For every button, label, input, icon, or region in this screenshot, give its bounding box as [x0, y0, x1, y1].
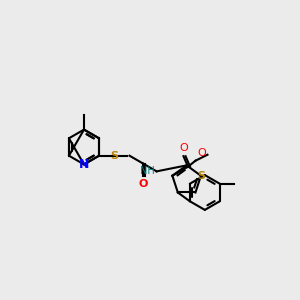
- Text: O: O: [179, 143, 188, 153]
- Text: NH: NH: [140, 167, 155, 176]
- Text: S: S: [111, 151, 119, 161]
- Text: O: O: [197, 148, 206, 158]
- Text: N: N: [79, 158, 89, 171]
- Text: S: S: [197, 171, 205, 181]
- Text: O: O: [138, 179, 148, 189]
